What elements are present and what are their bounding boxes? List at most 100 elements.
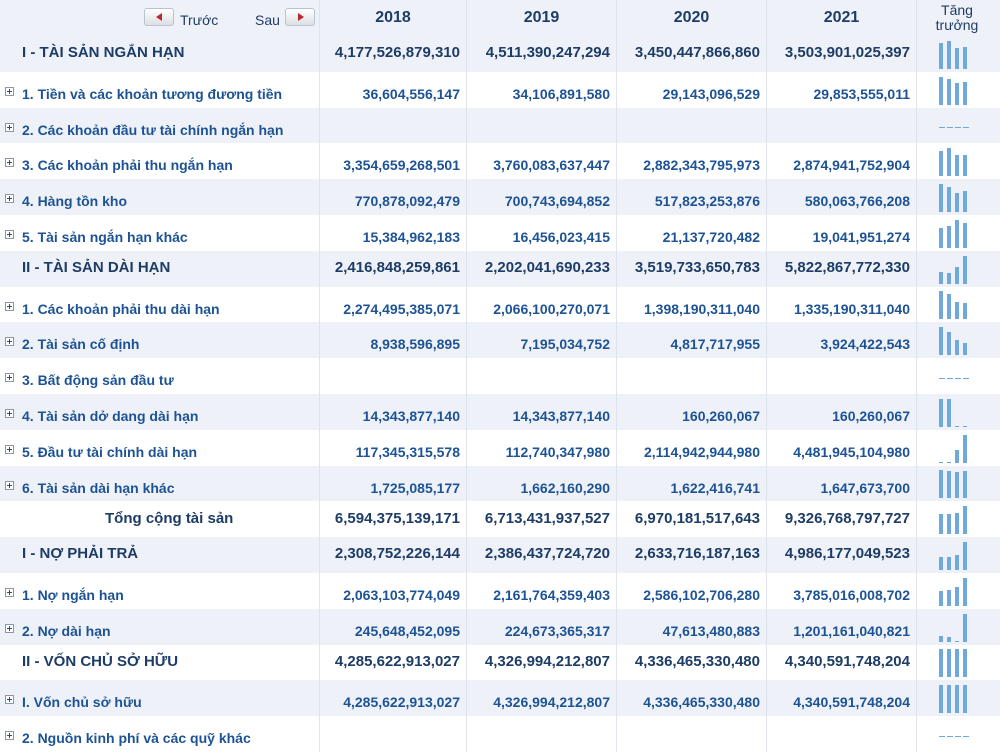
value-cell: 19,041,951,274 bbox=[767, 215, 917, 251]
row-label[interactable]: I. Vốn chủ sở hữu bbox=[22, 694, 142, 710]
row-label[interactable]: 3. Bất động sản đầu tư bbox=[22, 372, 174, 388]
growth-sparkline[interactable] bbox=[939, 41, 973, 69]
sparkline-bar bbox=[955, 83, 959, 105]
row-label[interactable]: 5. Tài sản ngắn hạn khác bbox=[22, 229, 188, 245]
growth-cell[interactable] bbox=[917, 36, 997, 72]
growth-cell[interactable] bbox=[917, 716, 997, 752]
table-row: 2. Tài sản cố định 8,938,596,895 7,195,034… bbox=[0, 322, 1000, 358]
expand-icon[interactable] bbox=[5, 194, 14, 203]
row-label[interactable]: 6. Tài sản dài hạn khác bbox=[22, 480, 175, 496]
sparkline-bar bbox=[947, 685, 951, 713]
expand-icon[interactable] bbox=[5, 445, 14, 454]
expand-icon[interactable] bbox=[5, 87, 14, 96]
growth-cell[interactable] bbox=[917, 72, 997, 108]
row-label[interactable]: 2. Nguồn kinh phí và các quỹ khác bbox=[22, 730, 251, 746]
growth-cell[interactable] bbox=[917, 537, 997, 573]
sparkline-bar bbox=[963, 506, 967, 534]
growth-sparkline[interactable] bbox=[939, 363, 973, 391]
sparkline-bar bbox=[939, 649, 943, 677]
value-cell: 1,622,416,741 bbox=[617, 466, 767, 501]
growth-sparkline[interactable] bbox=[939, 542, 973, 570]
sparkline-bar bbox=[939, 399, 943, 427]
growth-sparkline[interactable] bbox=[939, 148, 973, 176]
row-label[interactable]: 4. Hàng tồn kho bbox=[22, 193, 127, 209]
row-label[interactable]: 2. Nợ dài hạn bbox=[22, 623, 111, 639]
row-label[interactable]: 1. Các khoản phải thu dài hạn bbox=[22, 301, 220, 317]
growth-sparkline[interactable] bbox=[939, 649, 973, 677]
growth-sparkline[interactable] bbox=[939, 506, 973, 534]
growth-cell[interactable] bbox=[917, 573, 997, 609]
expand-icon[interactable] bbox=[5, 695, 14, 704]
expand-icon[interactable] bbox=[5, 158, 14, 167]
value-cell: 1,647,673,700 bbox=[767, 466, 917, 501]
expand-icon[interactable] bbox=[5, 373, 14, 382]
growth-sparkline[interactable] bbox=[939, 327, 973, 355]
next-label[interactable]: Sau bbox=[255, 12, 280, 28]
growth-cell[interactable] bbox=[917, 322, 997, 358]
growth-cell[interactable] bbox=[917, 215, 997, 251]
growth-cell[interactable] bbox=[917, 251, 997, 287]
growth-cell[interactable] bbox=[917, 501, 997, 537]
table-header: Trước Sau 2018 2019 2020 2021 Tăng trưởn… bbox=[0, 0, 1000, 36]
row-label[interactable]: 3. Các khoản phải thu ngắn hạn bbox=[22, 157, 233, 173]
prev-label[interactable]: Trước bbox=[180, 12, 219, 28]
growth-cell[interactable] bbox=[917, 143, 997, 179]
growth-cell[interactable] bbox=[917, 680, 997, 716]
next-button[interactable] bbox=[285, 8, 315, 26]
value-cell: 4,511,390,247,294 bbox=[467, 36, 617, 72]
table-row: Tổng cộng tài sản 6,594,375,139,171 6,713,… bbox=[0, 501, 1000, 537]
growth-cell[interactable] bbox=[917, 287, 997, 322]
growth-sparkline[interactable] bbox=[939, 470, 973, 498]
growth-cell[interactable] bbox=[917, 466, 997, 501]
value-cell: 4,285,622,913,027 bbox=[320, 645, 467, 680]
growth-cell[interactable] bbox=[917, 430, 997, 466]
row-label-cell: 2. Nguồn kinh phí và các quỹ khác bbox=[0, 716, 320, 752]
value-cell: 2,202,041,690,233 bbox=[467, 251, 617, 287]
row-label[interactable]: 1. Nợ ngắn hạn bbox=[22, 587, 124, 603]
expand-icon[interactable] bbox=[5, 624, 14, 633]
row-label[interactable]: 2. Các khoản đầu tư tài chính ngắn hạn bbox=[22, 122, 284, 138]
sparkline-empty-mark bbox=[963, 127, 969, 128]
prev-button[interactable] bbox=[144, 8, 174, 26]
sparkline-bar bbox=[963, 685, 967, 713]
expand-icon[interactable] bbox=[5, 481, 14, 490]
growth-cell[interactable] bbox=[917, 108, 997, 143]
growth-sparkline[interactable] bbox=[939, 220, 973, 248]
row-label[interactable]: 2. Tài sản cố định bbox=[22, 336, 140, 352]
growth-sparkline[interactable] bbox=[939, 614, 973, 642]
growth-sparkline[interactable] bbox=[939, 685, 973, 713]
growth-sparkline[interactable] bbox=[939, 256, 973, 284]
growth-sparkline[interactable] bbox=[939, 399, 973, 427]
row-label[interactable]: 1. Tiền và các khoản tương đương tiền bbox=[22, 86, 283, 102]
value-cell: 2,874,941,752,904 bbox=[767, 143, 917, 179]
growth-cell[interactable] bbox=[917, 645, 997, 680]
expand-icon[interactable] bbox=[5, 230, 14, 239]
row-label[interactable]: 5. Đầu tư tài chính dài hạn bbox=[22, 444, 198, 460]
growth-sparkline[interactable] bbox=[939, 77, 973, 105]
growth-cell[interactable] bbox=[917, 609, 997, 645]
growth-sparkline[interactable] bbox=[939, 435, 973, 463]
growth-sparkline[interactable] bbox=[939, 721, 973, 749]
sparkline-bar bbox=[939, 591, 943, 606]
growth-sparkline[interactable] bbox=[939, 184, 973, 212]
expand-icon[interactable] bbox=[5, 409, 14, 418]
growth-cell[interactable] bbox=[917, 394, 997, 430]
table-row: 3. Các khoản phải thu ngắn hạn 3,354,659,… bbox=[0, 143, 1000, 179]
expand-icon[interactable] bbox=[5, 731, 14, 740]
growth-sparkline[interactable] bbox=[939, 578, 973, 606]
growth-sparkline[interactable] bbox=[939, 291, 973, 319]
expand-icon[interactable] bbox=[5, 123, 14, 132]
sparkline-empty-mark bbox=[939, 378, 945, 379]
row-label[interactable]: 4. Tài sản dở dang dài hạn bbox=[22, 408, 199, 424]
value-cell bbox=[320, 716, 467, 752]
sparkline-empty-mark bbox=[939, 127, 945, 128]
growth-header: Tăng trưởng bbox=[917, 0, 997, 36]
expand-icon[interactable] bbox=[5, 302, 14, 311]
growth-sparkline[interactable] bbox=[939, 112, 973, 140]
sparkline-bar bbox=[939, 151, 943, 176]
row-label-cell: 5. Đầu tư tài chính dài hạn bbox=[0, 430, 320, 466]
expand-icon[interactable] bbox=[5, 337, 14, 346]
growth-cell[interactable] bbox=[917, 358, 997, 394]
expand-icon[interactable] bbox=[5, 588, 14, 597]
growth-cell[interactable] bbox=[917, 179, 997, 215]
